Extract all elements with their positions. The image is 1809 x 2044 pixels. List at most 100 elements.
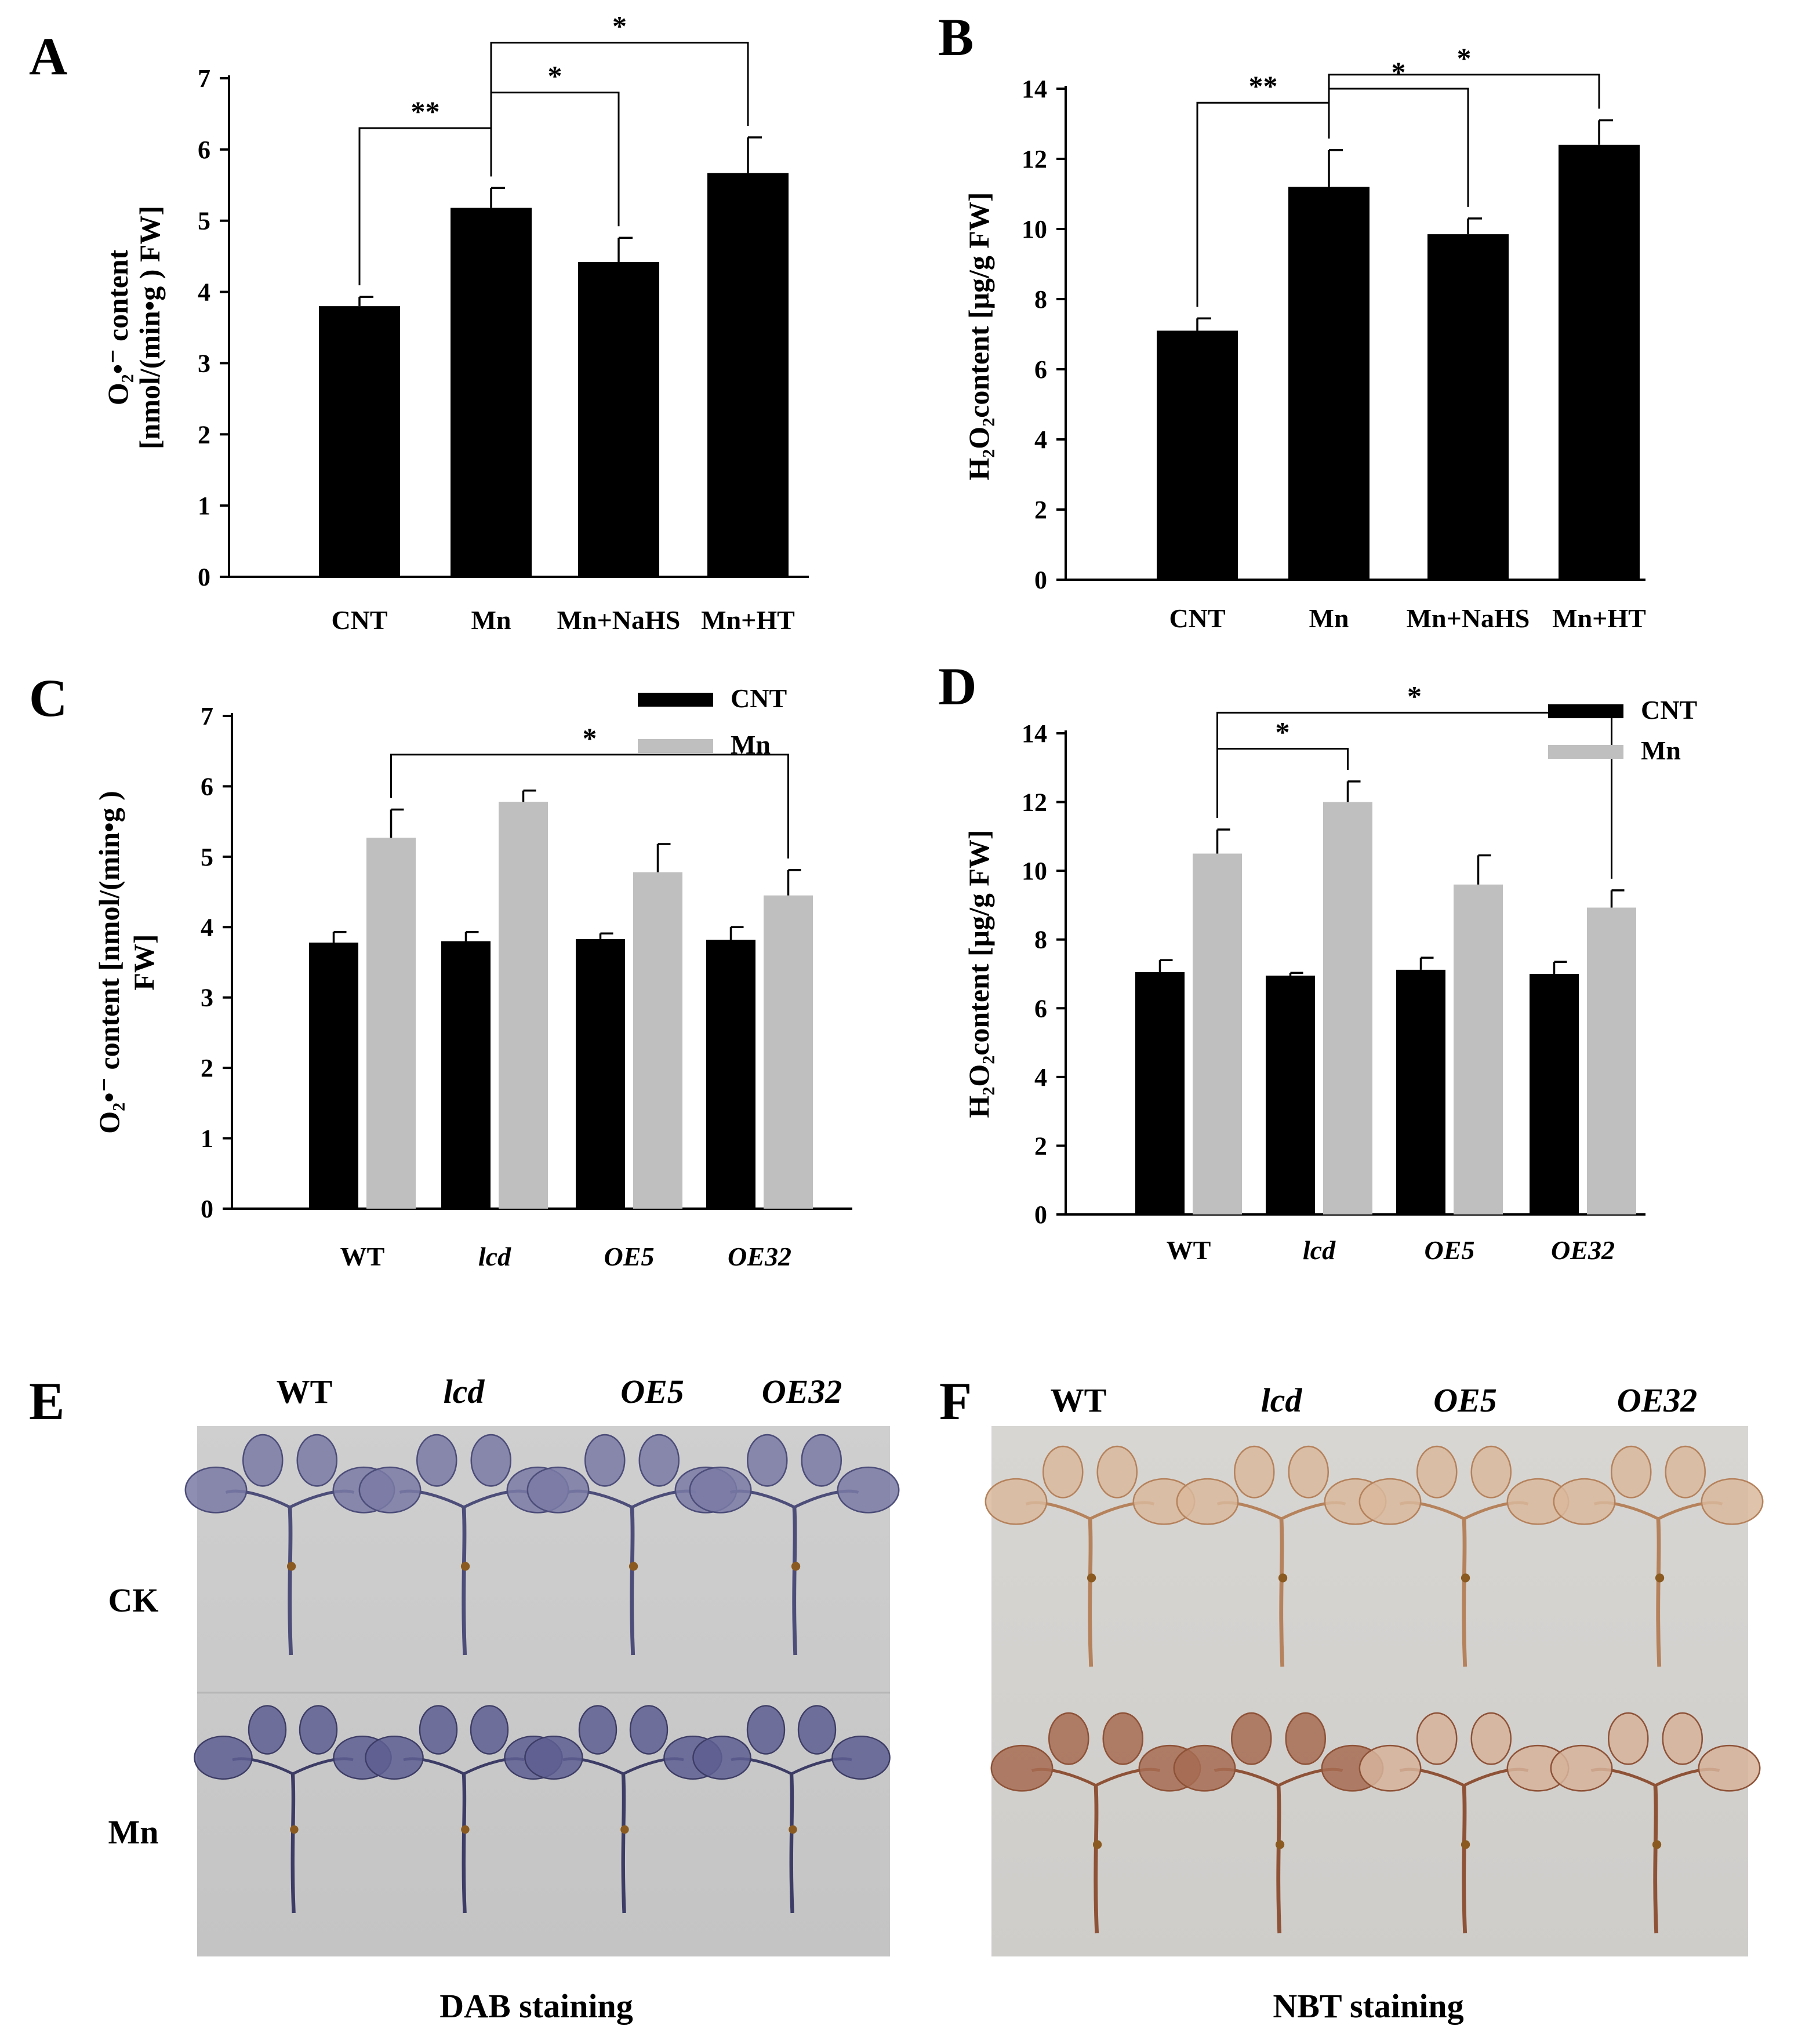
seedling-leaf [801, 1434, 842, 1487]
photo-e-row-ck: CK [108, 1581, 159, 1619]
seedling-stem [792, 1507, 798, 1656]
seedling-stem [1276, 1785, 1282, 1934]
photo-e-col-wt: WT [277, 1373, 333, 1410]
dab-seedling-ck [689, 1434, 900, 1656]
panel-a-category-label: Mn+HT [701, 605, 795, 635]
panel-b-bar [1157, 330, 1238, 580]
panel-c-y-axis-label: FW] [128, 934, 160, 990]
panel-d-legend-swatch-cnt [1548, 704, 1623, 718]
panel-a-category-label: Mn [471, 605, 511, 635]
panel-c-bar-cnt [309, 943, 358, 1209]
seedling-leaf [1698, 1744, 1761, 1792]
seedling-leaf [1096, 1445, 1138, 1499]
dab-seedling-mn [692, 1705, 891, 1914]
panel-d-category-label: OE5 [1425, 1235, 1475, 1265]
panel-b-significance-label: * [1392, 56, 1406, 88]
panel-c-bar-mn [366, 838, 416, 1209]
seedling-stem [1653, 1785, 1659, 1934]
panel-d-significance-label: * [1407, 679, 1422, 712]
panel-c-category-label: WT [340, 1242, 385, 1271]
panel-c-bar-mn [499, 802, 548, 1209]
panel-a-category-label: CNT [331, 605, 387, 635]
seedling-node [1275, 1840, 1285, 1849]
panel-a-y-tick-label: 3 [198, 349, 210, 377]
nbt-seedlings [985, 1445, 1764, 1934]
photo-e-caption: DAB staining [439, 1987, 633, 2025]
panel-d-bar-cnt [1396, 969, 1445, 1214]
nbt-seedling-ck [1553, 1445, 1764, 1667]
seedling-stem [1462, 1518, 1467, 1667]
seedling-leaf [1358, 1478, 1422, 1525]
seedling-leaf [524, 1735, 583, 1780]
seedling-leaf [470, 1434, 512, 1487]
seedling-node [629, 1562, 638, 1571]
panel-a-y-axis-label: O₂•⁻ content [101, 249, 134, 405]
seedling-leaf [248, 1705, 287, 1755]
nbt-seedling-ck [985, 1445, 1196, 1667]
panel-d-category-label: WT [1167, 1235, 1211, 1265]
panel-e-letter: E [29, 1372, 64, 1431]
panel-c-y-tick-label: 4 [201, 913, 213, 941]
panel-b-y-tick-label: 10 [1022, 215, 1047, 243]
panel-a-bar [707, 173, 789, 577]
seedling-leaf [1173, 1744, 1236, 1792]
panel-d-bar-mn [1587, 907, 1636, 1214]
panel-c-bar-mn [764, 895, 813, 1209]
seedling-node [789, 1825, 797, 1834]
seedling-leaf [1470, 1712, 1512, 1765]
seedling-leaf [1230, 1712, 1272, 1765]
panel-d-y-tick-label: 0 [1034, 1201, 1047, 1229]
seedling-leaf [584, 1434, 626, 1487]
seedling-node [1652, 1840, 1662, 1849]
panel-f-letter: F [939, 1372, 972, 1431]
panel-b-y-tick-label: 14 [1022, 75, 1047, 103]
seedling-stem [621, 1773, 626, 1914]
panel-d-bar-mn [1193, 853, 1242, 1214]
nbt-seedling-ck [1358, 1445, 1570, 1667]
seedling-stem [630, 1507, 635, 1656]
panel-d-bar-mn [1454, 884, 1503, 1214]
photo-e-col-oe32: OE32 [762, 1373, 842, 1410]
seedling-leaf [1048, 1712, 1089, 1765]
panel-c-legend-label-mn: Mn [731, 730, 771, 759]
panel-a-significance-bracket [490, 42, 749, 177]
photo-f-col-lcd: lcd [1261, 1381, 1303, 1419]
photo-e-col-oe5: OE5 [620, 1373, 684, 1410]
panel-c-chart: C 0 1 2 3 4 5 6 7 O₂•⁻ content [nmol/(min•g ) FW] W… [29, 668, 852, 1271]
photo-f-caption: NBT staining [1273, 1987, 1463, 2025]
panel-d-y-tick-label: 12 [1022, 788, 1047, 817]
panel-b-y-tick-label: 0 [1034, 566, 1047, 594]
panel-a-chart: A 0 1 2 3 4 5 6 7 O₂•⁻ content [nmol/(min•g ) FW] C… [29, 10, 809, 635]
seedling-leaf [831, 1735, 891, 1780]
panel-c-significance-label: * [583, 722, 597, 754]
panel-c-category-label: lcd [478, 1242, 511, 1271]
panel-b-chart: B 0 2 4 6 8 10 12 14 H₂O₂content [μg/g FW] CNT Mn Mn… [938, 8, 1646, 633]
seedling-leaf [1176, 1478, 1239, 1525]
seedling-stem [1088, 1518, 1094, 1667]
panel-c-bar-mn [633, 872, 682, 1209]
panel-a-category-label: Mn+NaHS [557, 605, 681, 635]
seedling-leaf [689, 1466, 752, 1514]
panel-c-legend-swatch-cnt [638, 693, 713, 707]
seedling-node [290, 1825, 299, 1834]
nbt-seedling-mn [1550, 1712, 1761, 1934]
panel-c-legend-swatch-mn [638, 739, 713, 753]
panel-b-significance-label: ** [1249, 70, 1278, 102]
seedling-leaf [1288, 1445, 1329, 1499]
dab-seedling-mn [194, 1705, 392, 1914]
seedling-stem [288, 1507, 293, 1656]
panel-c-letter: C [29, 668, 67, 728]
seedling-leaf [1662, 1712, 1703, 1765]
seedling-leaf [416, 1434, 457, 1487]
panel-a-y-axis-label: [nmol/(min•g ) FW] [133, 206, 166, 449]
photo-e-row-mn: Mn [108, 1813, 159, 1851]
photo-e-col-lcd: lcd [444, 1373, 485, 1410]
seedling-leaf [578, 1705, 617, 1755]
seedling-leaf [692, 1735, 751, 1780]
panel-c-bar-cnt [441, 941, 491, 1209]
panel-d-y-axis-label: H₂O₂content [μg/g FW] [962, 830, 995, 1118]
dab-seedling-ck [526, 1434, 738, 1656]
seedling-node [460, 1562, 470, 1571]
panel-d-category-label: lcd [1303, 1235, 1336, 1265]
panel-a-y-tick-label: 6 [198, 136, 210, 164]
